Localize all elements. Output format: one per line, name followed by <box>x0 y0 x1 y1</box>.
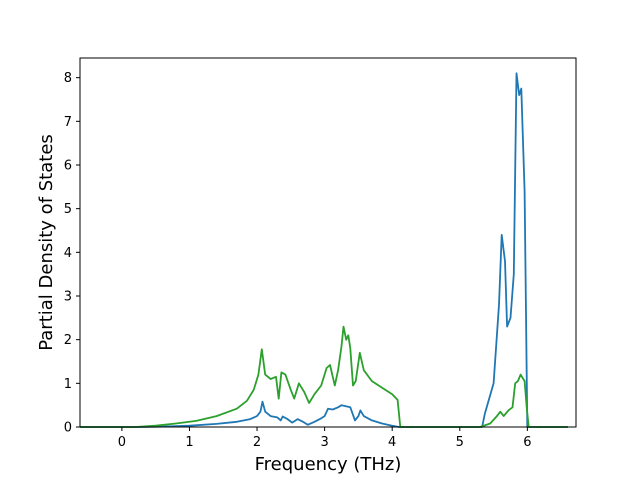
x-tick-label: 1 <box>185 435 193 450</box>
x-tick-label: 2 <box>253 435 261 450</box>
y-tick-label: 2 <box>64 333 72 348</box>
x-axis-label: Frequency (THz) <box>255 454 402 475</box>
x-tick-label: 6 <box>523 435 531 450</box>
series-line-1 <box>80 72 568 428</box>
x-tick-label: 0 <box>118 435 126 450</box>
y-tick-label: 5 <box>64 202 72 217</box>
y-tick-label: 1 <box>64 377 72 392</box>
x-axis-ticks: 0 1 2 3 4 5 6 <box>118 427 531 450</box>
x-tick-label: 4 <box>388 435 396 450</box>
plot-lines <box>80 72 568 428</box>
x-tick-label: 5 <box>456 435 464 450</box>
y-tick-label: 6 <box>64 158 72 173</box>
y-tick-label: 7 <box>64 115 72 130</box>
plot-frame <box>79 57 577 428</box>
x-tick-label: 3 <box>320 435 328 450</box>
y-tick-label: 4 <box>64 246 72 261</box>
y-axis-ticks: 0 1 2 3 4 5 6 7 8 <box>64 71 80 436</box>
y-tick-label: 8 <box>64 71 72 86</box>
series-line-2 <box>80 325 568 428</box>
y-tick-label: 0 <box>64 421 72 436</box>
y-tick-label: 3 <box>64 289 72 304</box>
y-axis-label: Partial Density of States <box>36 134 57 351</box>
